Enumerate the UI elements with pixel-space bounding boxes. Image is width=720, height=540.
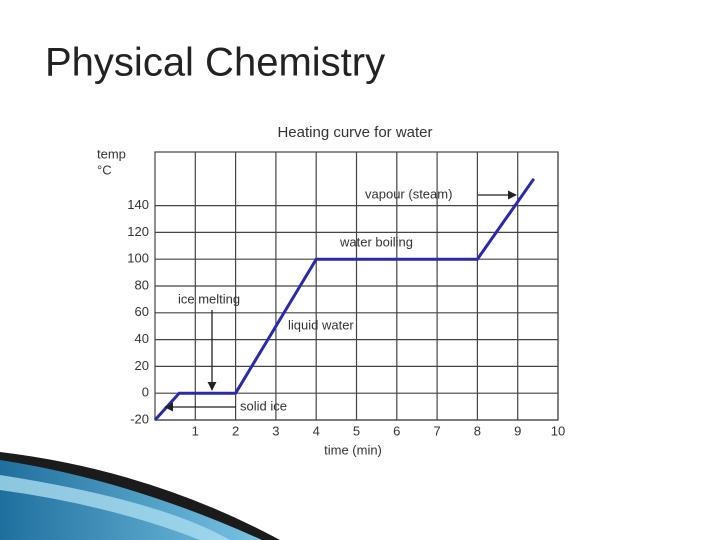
x-tick-label: 2 <box>232 423 239 438</box>
x-tick-label: 5 <box>353 423 360 438</box>
y-axis-unit: °C <box>97 162 112 177</box>
y-tick-label: 120 <box>127 224 149 239</box>
x-axis-label: time (min) <box>324 442 382 457</box>
x-tick-label: 7 <box>433 423 440 438</box>
y-tick-label: 40 <box>135 331 149 346</box>
x-tick-label: 4 <box>313 423 320 438</box>
annotation: water boiling <box>339 234 413 249</box>
annotation: solid ice <box>240 398 287 413</box>
decoration <box>0 452 280 540</box>
x-tick-label: 10 <box>551 423 565 438</box>
y-tick-label: 20 <box>135 358 149 373</box>
x-tick-label: 8 <box>474 423 481 438</box>
annotation: ice melting <box>178 291 240 306</box>
y-tick-label: 140 <box>127 197 149 212</box>
y-tick-label: 0 <box>142 385 149 400</box>
chart-title: Heating curve for water <box>277 124 432 141</box>
annotation: vapour (steam) <box>365 186 452 201</box>
x-tick-label: 3 <box>272 423 279 438</box>
data-line <box>153 177 536 422</box>
y-tick-label: 80 <box>135 277 149 292</box>
x-tick-label: 1 <box>192 423 199 438</box>
annotation: liquid water <box>288 317 354 332</box>
y-axis-label: temp <box>97 146 126 161</box>
y-tick-label: 60 <box>135 304 149 319</box>
x-tick-label: 6 <box>393 423 400 438</box>
slide-title: Physical Chemistry <box>45 41 385 85</box>
y-tick-label: -20 <box>130 411 149 426</box>
y-tick-label: 100 <box>127 251 149 266</box>
x-tick-label: 9 <box>514 423 521 438</box>
